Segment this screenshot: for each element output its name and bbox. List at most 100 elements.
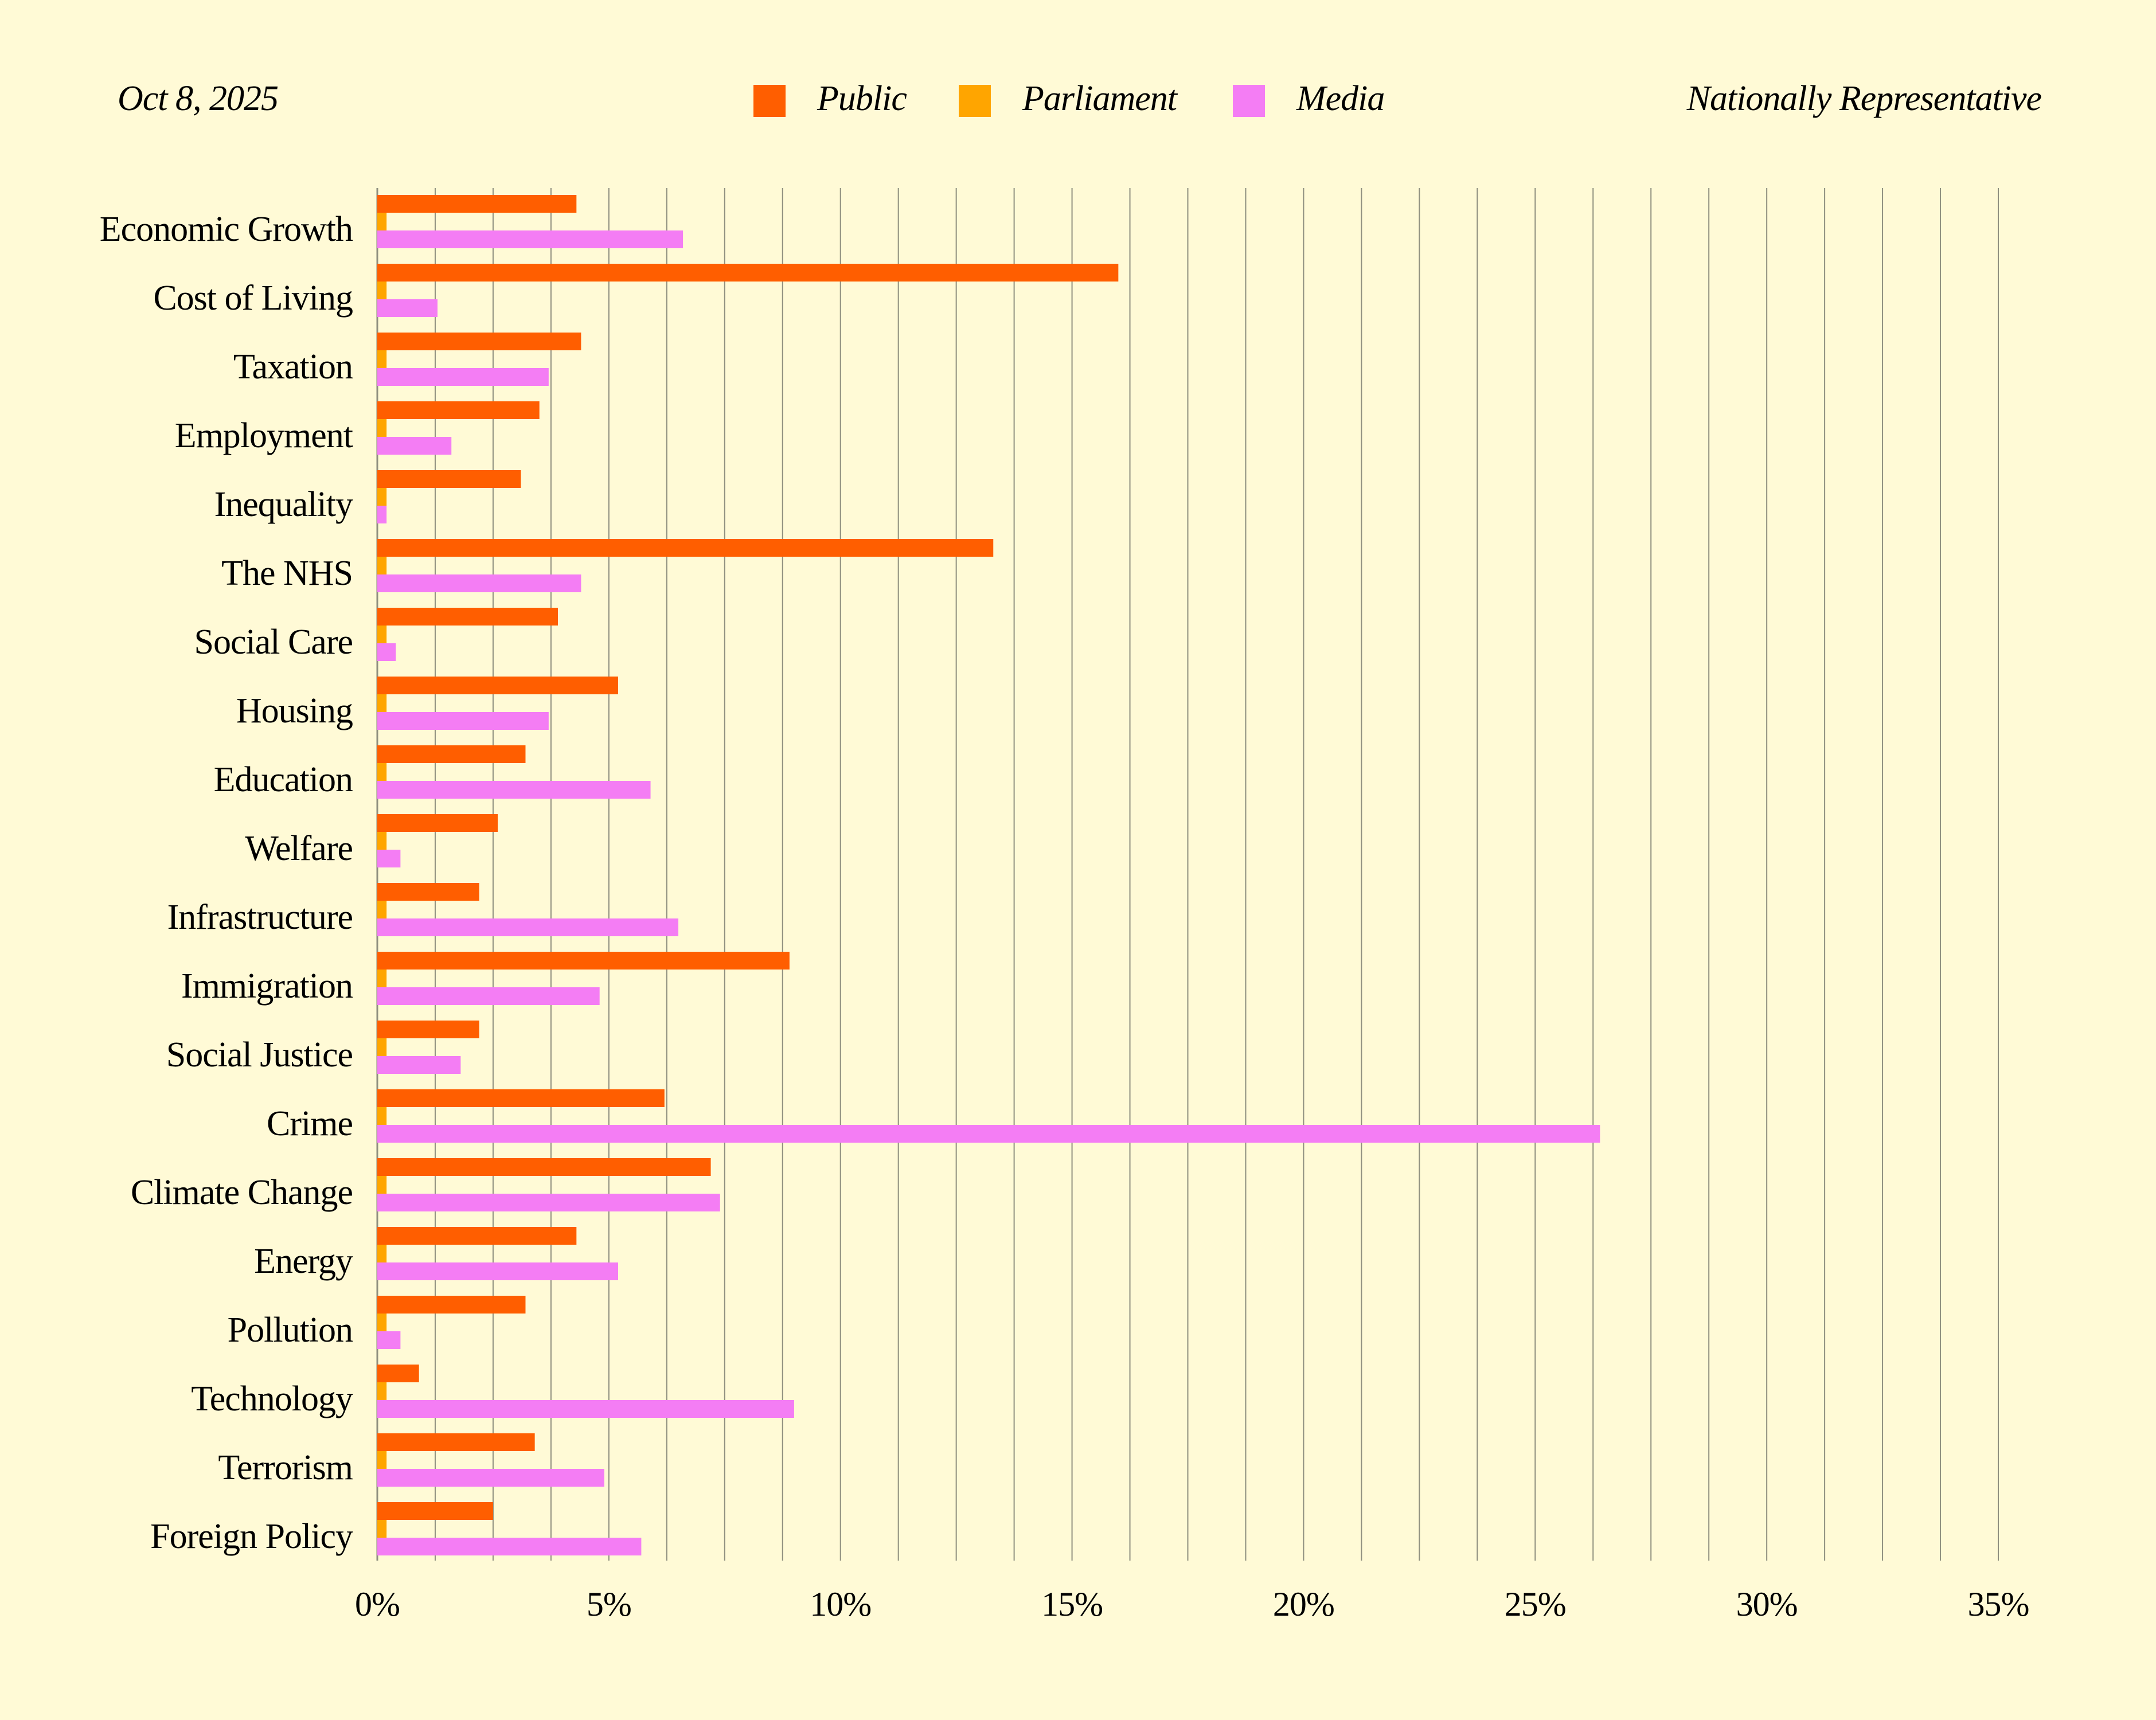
category-label: Climate Change — [131, 1173, 353, 1212]
x-tick-label: 20% — [1273, 1585, 1334, 1623]
bar-public — [377, 952, 790, 970]
bar-parliament — [377, 970, 387, 987]
bar-media — [377, 643, 396, 661]
bar-parliament — [377, 1314, 387, 1331]
bar-media — [377, 506, 387, 523]
bar-media — [377, 987, 600, 1005]
bar-parliament — [377, 1245, 387, 1262]
category-label: Education — [214, 760, 353, 799]
bar-media — [377, 1056, 461, 1074]
bar-parliament — [377, 694, 387, 712]
category-label: Terrorism — [218, 1448, 353, 1487]
legend-swatch-public — [753, 85, 786, 117]
category-label: Technology — [191, 1379, 353, 1418]
category-label: Social Justice — [166, 1035, 353, 1074]
bar-media — [377, 230, 683, 248]
legend-item-public: Public — [753, 79, 907, 118]
category-label: Energy — [254, 1242, 353, 1281]
category-label: Foreign Policy — [150, 1517, 353, 1556]
category-label: Pollution — [228, 1311, 353, 1350]
bar-media — [377, 1125, 1600, 1143]
category-label: Immigration — [181, 967, 353, 1006]
bar-public — [377, 1021, 479, 1038]
bar-public — [377, 1296, 526, 1314]
bar-parliament — [377, 1382, 387, 1400]
category-label: Employment — [175, 416, 353, 455]
bar-parliament — [377, 626, 387, 643]
x-tick-label: 10% — [810, 1585, 871, 1623]
bar-public — [377, 677, 619, 694]
bar-media — [377, 1194, 720, 1211]
bar-media — [377, 850, 401, 867]
header-date: Oct 8, 2025 — [118, 79, 278, 118]
bar-public — [377, 1227, 577, 1245]
bar-public — [377, 401, 540, 419]
bar-media — [377, 712, 549, 730]
bar-public — [377, 814, 498, 832]
bar-parliament — [377, 213, 387, 230]
bar-media — [377, 918, 679, 936]
bar-parliament — [377, 901, 387, 918]
bar-media — [377, 1400, 794, 1418]
bar-media — [377, 781, 651, 799]
bar-public — [377, 470, 521, 488]
bar-parliament — [377, 488, 387, 506]
bar-public — [377, 1089, 665, 1107]
bar-parliament — [377, 1176, 387, 1194]
bar-public — [377, 1502, 493, 1520]
legend-label-public: Public — [817, 79, 907, 118]
bar-public — [377, 608, 558, 626]
legend-swatch-media — [1233, 85, 1265, 117]
category-label: Inequality — [214, 485, 353, 524]
bar-public — [377, 745, 526, 763]
bars — [377, 195, 1600, 1555]
bar-parliament — [377, 1451, 387, 1469]
bar-parliament — [377, 1038, 387, 1056]
bar-media — [377, 1538, 642, 1555]
category-label: Cost of Living — [153, 279, 353, 318]
bar-parliament — [377, 282, 387, 299]
bar-public — [377, 1158, 711, 1176]
category-label: The NHS — [221, 554, 353, 593]
category-label: Welfare — [245, 829, 353, 868]
bar-public — [377, 264, 1119, 282]
bar-public — [377, 539, 994, 557]
bar-media — [377, 574, 581, 592]
x-tick-label: 30% — [1736, 1585, 1798, 1623]
x-tick-label: 5% — [587, 1585, 631, 1623]
bar-public — [377, 883, 479, 901]
header-sample: Nationally Representative — [1686, 79, 2042, 118]
legend-label-parliament: Parliament — [1022, 79, 1178, 118]
bar-public — [377, 333, 581, 350]
legend-label-media: Media — [1296, 79, 1384, 118]
legend-item-media: Media — [1233, 79, 1385, 118]
category-labels: Economic Growth Cost of Living Taxation Emp… — [100, 210, 354, 1556]
x-axis-ticks: 0% 5% 10% 15% 20% 25% 30% 35% — [355, 1585, 2029, 1623]
bar-public — [377, 1433, 535, 1451]
category-label: Economic Growth — [100, 210, 353, 249]
category-label: Crime — [267, 1104, 353, 1143]
category-label: Social Care — [194, 623, 353, 662]
bar-media — [377, 368, 549, 386]
bar-parliament — [377, 419, 387, 437]
legend-swatch-parliament — [959, 85, 991, 117]
x-tick-label: 35% — [1968, 1585, 2029, 1623]
bar-media — [377, 1262, 619, 1280]
category-label: Taxation — [233, 347, 353, 386]
bar-media — [377, 1469, 604, 1487]
bar-public — [377, 195, 577, 213]
bar-media — [377, 1331, 401, 1349]
category-label: Housing — [236, 691, 353, 730]
bar-parliament — [377, 763, 387, 781]
legend-item-parliament: Parliament — [959, 79, 1179, 118]
bar-public — [377, 1365, 419, 1382]
x-tick-label: 0% — [355, 1585, 400, 1623]
bar-parliament — [377, 557, 387, 574]
x-tick-label: 15% — [1041, 1585, 1103, 1623]
bar-parliament — [377, 350, 387, 368]
bar-parliament — [377, 1520, 387, 1538]
bar-parliament — [377, 1107, 387, 1125]
category-label: Infrastructure — [167, 898, 353, 937]
